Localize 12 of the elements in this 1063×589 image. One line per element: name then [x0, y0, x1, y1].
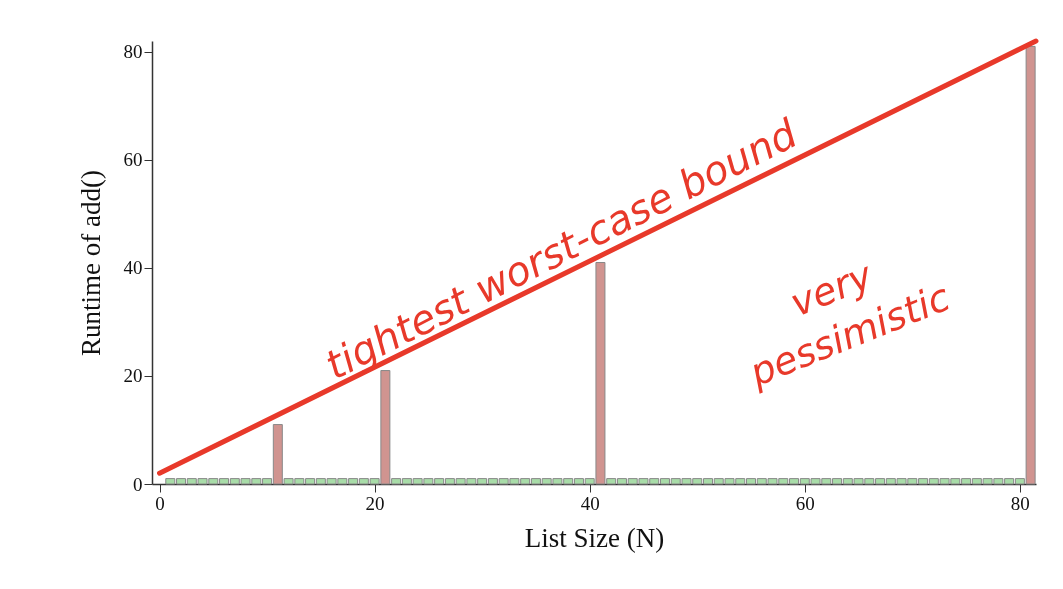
x-tick-label: 20 [365, 492, 385, 514]
y-tick-label: 60 [123, 149, 143, 171]
y-tick-label: 80 [123, 41, 143, 63]
x-axis-title: List Size (N) [524, 522, 665, 553]
x-tick-label: 60 [795, 492, 815, 514]
x-tick-label: 0 [155, 492, 165, 514]
x-tick-label: 80 [1010, 492, 1030, 514]
x-tick-label: 40 [580, 492, 600, 514]
y-tick-label: 40 [123, 257, 143, 279]
y-tick-label: 20 [123, 365, 143, 387]
y-axis-title: Runtime of add() [75, 170, 106, 356]
y-tick-label: 0 [133, 473, 143, 495]
